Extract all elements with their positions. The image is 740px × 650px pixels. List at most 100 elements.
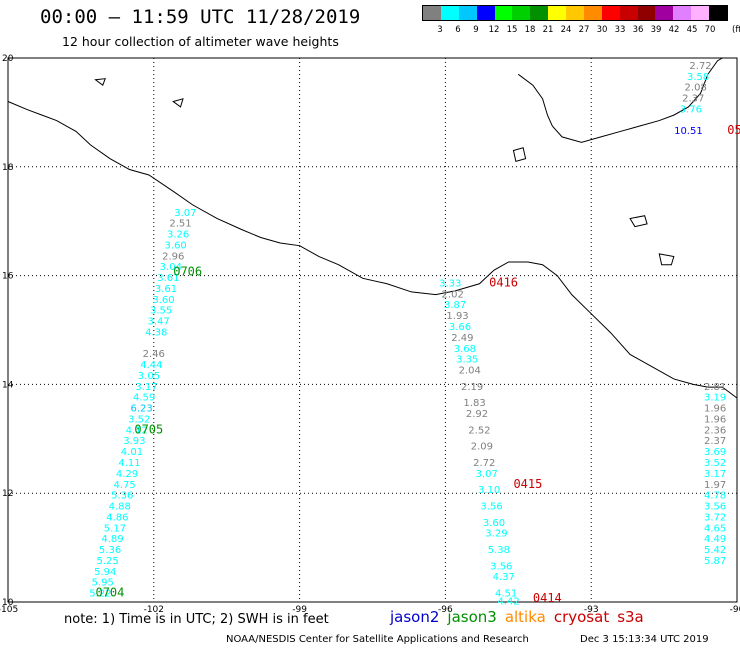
swh-value-label: 2.96 [162, 251, 184, 262]
swh-value-label: 3.17 [704, 469, 726, 480]
swh-value-label: 3.47 [148, 317, 170, 328]
swh-value-label: 4.88 [109, 502, 131, 513]
lon-tick-label: -90 [730, 605, 740, 615]
lake-outline [94, 78, 106, 86]
legend-swatch [476, 6, 495, 20]
swh-value-label: 3.56 [704, 502, 726, 513]
swh-value-label: 4.49 [704, 534, 726, 545]
swh-value-label: 2.72 [473, 458, 495, 469]
legend-labels: 3 6 9 12 15 18 21 24 27 30 33 36 39 42 45 70 [422, 25, 728, 37]
swh-value-label: 6.23 [131, 404, 153, 415]
satellite-key: jason2 jason3 altika cryosat s3a [390, 608, 652, 626]
swh-value-label: 3.69 [704, 447, 726, 458]
swh-value-label: 2.08 [685, 83, 707, 94]
swh-value-label: 4.86 [106, 512, 128, 523]
satellite-label-jason2: jason2 [390, 608, 440, 626]
swh-value-label: 2.72 [689, 61, 711, 72]
lat-tick-label: 14 [2, 380, 14, 390]
swh-value-label: 3.26 [167, 230, 189, 241]
legend-swatch [530, 6, 549, 20]
swh-value-label: 4.11 [118, 458, 140, 469]
swh-value-label: 4.78 [704, 491, 726, 502]
swh-value-label: 4.65 [704, 523, 726, 534]
legend-swatch [691, 6, 709, 20]
swh-value-label: 3.05 [138, 371, 160, 382]
satellite-label-cryosat: cryosat [553, 608, 610, 626]
swh-value-label: 2.52 [468, 425, 490, 436]
legend-label: 30 [596, 25, 608, 35]
swh-value-label: 5.42 [704, 545, 726, 556]
swh-value-label: 2.04 [459, 366, 481, 377]
swh-value-label: 4.38 [145, 327, 167, 338]
pass-time-label: 0416 [489, 275, 518, 289]
swh-value-label: 5.22 [89, 589, 111, 600]
map-title: 00:00 – 11:59 UTC 11/28/2019 [40, 6, 361, 28]
swh-value-label: 3.52 [128, 414, 150, 425]
swh-value-label: 10.51 [674, 126, 703, 137]
lat-tick-label: 16 [2, 272, 14, 282]
legend-swatch [512, 6, 531, 20]
swh-value-label: 4.51 [495, 589, 517, 600]
swh-value-label: 3.07 [174, 208, 196, 219]
swh-value-label: 3.60 [165, 240, 187, 251]
credit-text: NOAA/NESDIS Center for Satellite Applica… [226, 634, 529, 645]
lat-tick-label: 20 [2, 54, 14, 64]
swh-value-label: 3.58 [687, 72, 709, 83]
swh-value-label: 5.17 [104, 523, 126, 534]
swh-value-label: 3.72 [704, 512, 726, 523]
swh-value-label: 3.93 [123, 436, 145, 447]
lat-tick-label: 18 [2, 163, 14, 173]
swh-value-label: 3.04 [160, 262, 182, 273]
legend-unit: (ft) [732, 25, 740, 35]
legend-swatch [655, 6, 674, 20]
legend-label: 36 [632, 25, 644, 35]
swh-value-label: 3.10 [478, 485, 500, 496]
pass-time-label: 0414 [533, 591, 562, 605]
legend-label: 18 [524, 25, 536, 35]
swh-value-label: 2.19 [461, 382, 483, 393]
lon-tick-label: -102 [144, 605, 164, 615]
swh-value-label: 3.66 [449, 322, 471, 333]
swh-value-label: 1.96 [704, 414, 726, 425]
legend-swatch [548, 6, 566, 20]
lake-outline [629, 215, 648, 228]
swh-value-label: 5.36 [111, 491, 133, 502]
legend-swatch [637, 6, 656, 20]
lake-outline [658, 253, 675, 266]
swh-value-label: 3.07 [476, 469, 498, 480]
swh-value-label: 4.42 [497, 597, 519, 608]
swh-value-label: 1.97 [704, 480, 726, 491]
lat-tick-label: 12 [2, 489, 13, 499]
swh-value-label: 4.89 [101, 534, 123, 545]
swh-value-label: 4.37 [493, 572, 515, 583]
legend-label: 3 [437, 25, 443, 35]
footer-credit: NOAA/NESDIS Center for Satellite Applica… [226, 634, 709, 645]
pass-time-label: 0706 [173, 265, 202, 279]
swh-value-label: 3.17 [135, 382, 157, 393]
timestamp-text: Dec 3 15:13:34 UTC 2019 [580, 634, 709, 645]
legend-label: 9 [473, 25, 479, 35]
legend-label: 33 [614, 25, 626, 35]
swh-value-label: 5.36 [99, 545, 121, 556]
satellite-label-jason3: jason3 [447, 608, 497, 626]
gulf-coastline [518, 57, 723, 143]
lon-tick-label: -93 [584, 605, 599, 615]
legend-swatch [494, 6, 513, 20]
legend-swatch [601, 6, 620, 20]
swh-value-label: 3.60 [483, 518, 505, 529]
satellite-label-s3a: s3a [617, 608, 644, 626]
lake-outline [172, 98, 184, 108]
pass-time-label: 0531 [727, 123, 740, 137]
legend-label: 24 [560, 25, 572, 35]
lake-outline [512, 147, 527, 162]
swh-value-label: 2.02 [442, 289, 464, 300]
swh-value-label: 5.94 [94, 567, 116, 578]
swh-value-label: 1.93 [446, 311, 468, 322]
legend-swatch [440, 6, 459, 20]
legend-swatch [673, 6, 692, 20]
swh-value-label: 3.29 [485, 529, 507, 540]
map-note: note: 1) Time is in UTC; 2) SWH is in fe… [64, 612, 329, 627]
swh-value-label: 3.61 [155, 284, 177, 295]
swh-value-label: 2.46 [143, 349, 165, 360]
